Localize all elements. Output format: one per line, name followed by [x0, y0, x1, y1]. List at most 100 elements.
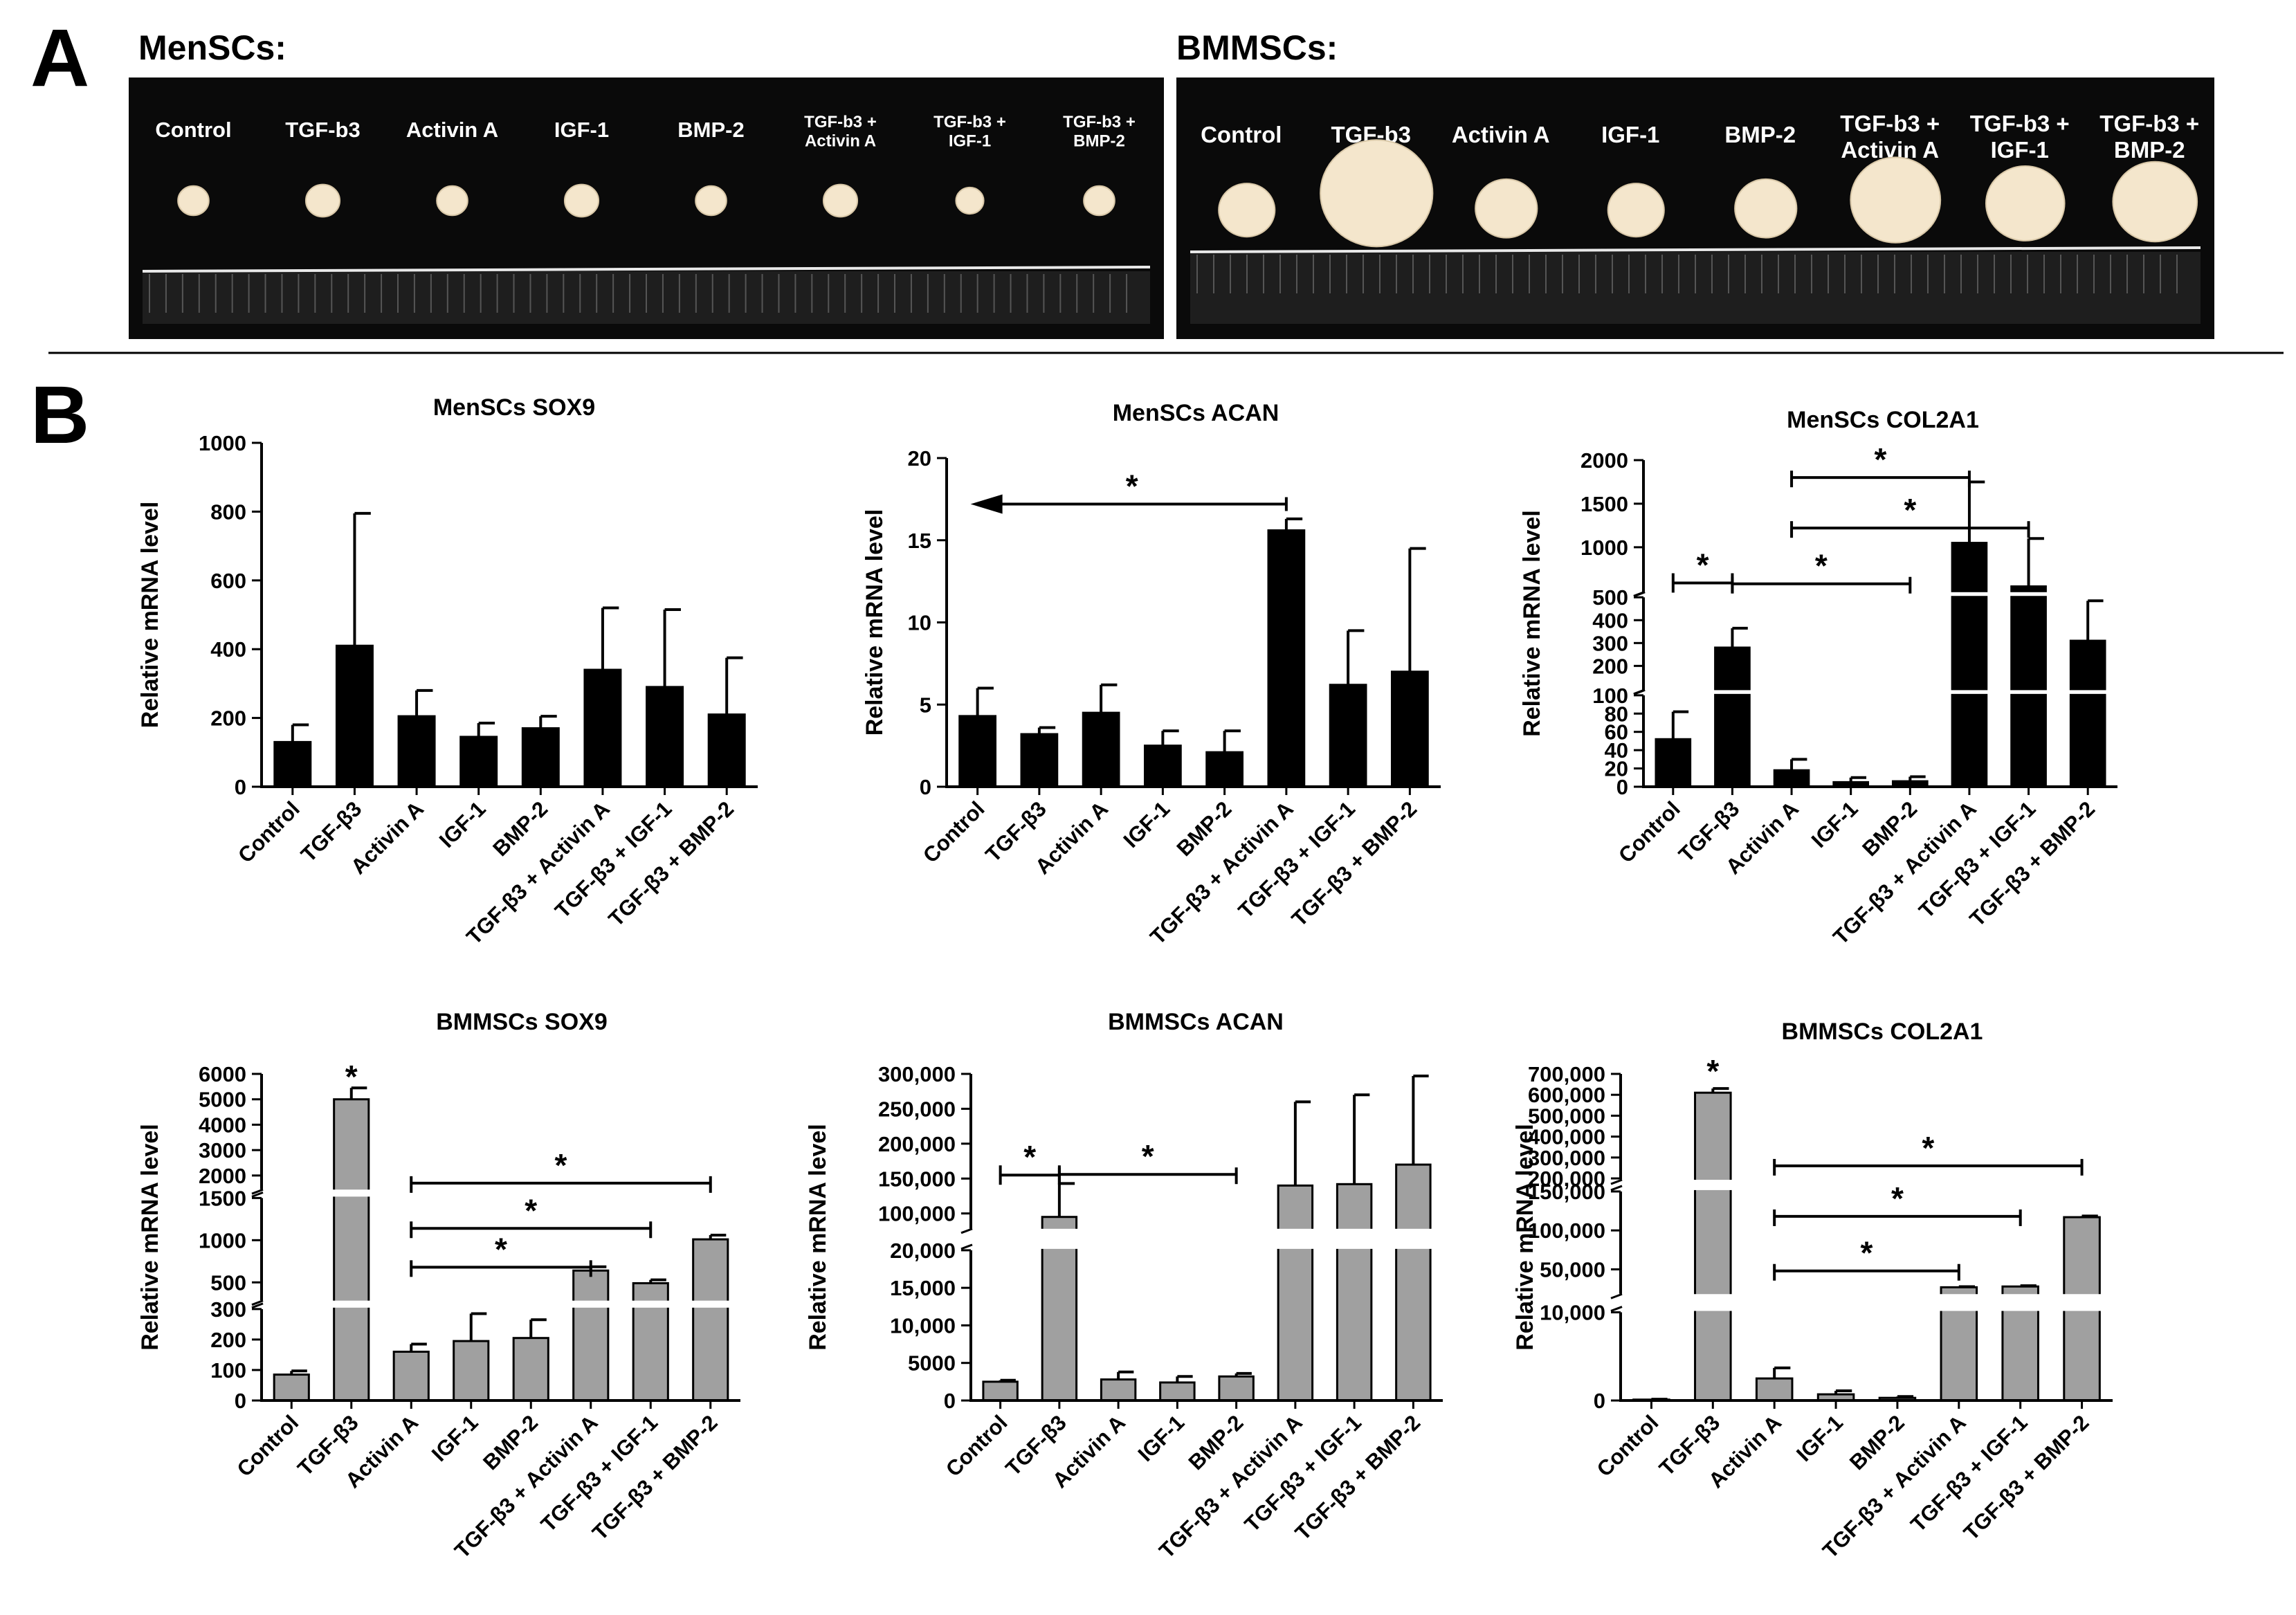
significance-star: * [525, 1192, 537, 1228]
significance-star: * [495, 1231, 507, 1267]
bar-activin-a [397, 715, 436, 788]
y-tick-label: 60 [1605, 720, 1628, 745]
chart-title: MenSCs SOX9 [433, 394, 595, 421]
bar-tgf-b3-igf-1 [2010, 585, 2047, 788]
y-tick-label: 2000 [1580, 448, 1628, 473]
bar-tgf-b3-igf-1 [1336, 1183, 1373, 1402]
bar-igf-1 [1159, 1381, 1196, 1402]
significance-star: * [1706, 1053, 1719, 1089]
chart-title: BMMSCs SOX9 [436, 1009, 608, 1035]
bar-tgf-b3 [1694, 1091, 1732, 1402]
panel-label-a: A [30, 12, 89, 104]
axis-break-mark [1610, 1185, 1623, 1192]
y-axis-label: Relative mRNA level [1519, 510, 1545, 737]
y-tick-label: 0 [1594, 1389, 1605, 1413]
significance-star: * [1875, 441, 1887, 477]
y-tick-label: 600 [210, 569, 246, 593]
chart-title: BMMSCs ACAN [1108, 1009, 1284, 1035]
y-tick-label: 150,000 [1528, 1180, 1605, 1204]
axis-break-mark [1610, 1293, 1623, 1299]
y-tick-label: 0 [920, 775, 931, 799]
bar-bmp-2 [512, 1337, 549, 1402]
ruler-edge [1190, 246, 2201, 253]
y-tick-label: 80 [1605, 702, 1628, 726]
bar-tgf-b3 [333, 1098, 370, 1402]
bar-igf-1 [459, 736, 498, 788]
bar-tgf-b3-activin-a [1951, 542, 1988, 788]
bar-tgf-b3-igf-1 [646, 686, 684, 788]
y-tick-label: 500 [1592, 585, 1628, 610]
bar-control [1655, 738, 1692, 788]
axis-break-mark [1610, 1306, 1623, 1312]
pellet [1320, 139, 1434, 248]
axis-break-gap [257, 1300, 743, 1308]
panel-label-b: B [30, 369, 89, 461]
pellet [1607, 183, 1665, 238]
y-tick-label: 0 [1616, 775, 1628, 799]
y-tick-label: 3000 [199, 1138, 246, 1162]
y-tick-label: 700,000 [1528, 1062, 1605, 1086]
pellet [436, 185, 468, 217]
photo-label: Control [1201, 122, 1282, 147]
bar-tgf-b3-bmp-2 [1395, 1163, 1432, 1402]
photo-label: IGF-1 [554, 118, 609, 142]
significance-star: * [1815, 548, 1828, 584]
axis-break-mark [251, 1302, 264, 1309]
axis-break-gap [257, 1189, 743, 1197]
y-axis-label: Relative mRNA level [137, 1124, 163, 1351]
photo-label: BMP-2 [1724, 122, 1796, 147]
pellet [2112, 161, 2198, 243]
y-tick-label: 200 [1592, 654, 1628, 678]
pellet [955, 186, 985, 215]
y-tick-label: 4000 [199, 1113, 246, 1137]
photo-label: Activin A [1452, 122, 1550, 147]
axis-break-mark [1633, 591, 1646, 598]
y-tick-label: 200 [210, 1328, 246, 1352]
bar-bmp-2 [1218, 1375, 1255, 1402]
axis-break-mark [251, 1299, 264, 1306]
y-tick-label: 300,000 [1528, 1146, 1605, 1170]
axis-break-mark [1633, 688, 1646, 695]
y-tick-label: 0 [944, 1389, 956, 1413]
photo-label: Control [155, 118, 231, 142]
y-axis-label: Relative mRNA level [805, 1124, 831, 1351]
photo-label: Activin A [406, 118, 498, 142]
bar-activin-a [1100, 1378, 1137, 1402]
pellet [695, 185, 727, 217]
bar-tgf-b3-bmp-2 [2069, 639, 2106, 788]
y-tick-label: 2000 [199, 1164, 246, 1188]
pellet [304, 183, 341, 218]
y-tick-label: 5000 [908, 1351, 956, 1376]
axis-break-gap [1616, 1180, 2115, 1190]
y-tick-label: 600,000 [1528, 1083, 1605, 1107]
photo-label: IGF-1 [1601, 122, 1659, 147]
axis-break-gap [967, 1228, 1446, 1249]
y-tick-label: 5000 [199, 1088, 246, 1112]
bar-bmp-2 [521, 727, 560, 788]
y-tick-label: 10,000 [1540, 1301, 1605, 1325]
y-tick-label: 200,000 [878, 1132, 956, 1156]
pellet [1083, 185, 1115, 217]
bar-tgf-b3 [1020, 733, 1059, 788]
bar-bmp-2 [1205, 751, 1244, 788]
significance-star: * [1922, 1130, 1934, 1166]
significance-arrowhead [970, 494, 1003, 514]
significance-star: * [1891, 1180, 1904, 1216]
y-tick-label: 40 [1605, 738, 1628, 763]
photo-label: TGF-b3 + Activin A [804, 113, 877, 151]
chart-title: BMMSCs COL2A1 [1782, 1019, 1983, 1045]
bar-activin-a [1755, 1377, 1794, 1402]
axis-break-mark [251, 1191, 264, 1198]
axis-break-gap [1639, 592, 2120, 596]
pellet [563, 183, 600, 218]
photo-label: TGF-b3 + BMP-2 [2099, 111, 2199, 163]
significance-star: * [1697, 547, 1709, 583]
axis-break-gap [1616, 1294, 2115, 1311]
y-tick-label: 300,000 [878, 1062, 956, 1086]
bar-tgf-b3 [335, 644, 374, 788]
bar-tgf-b3 [1714, 646, 1751, 788]
y-tick-label: 400 [1592, 608, 1628, 632]
significance-star: * [555, 1147, 567, 1183]
pellet [1734, 178, 1798, 239]
axis-break-mark [960, 1228, 973, 1234]
